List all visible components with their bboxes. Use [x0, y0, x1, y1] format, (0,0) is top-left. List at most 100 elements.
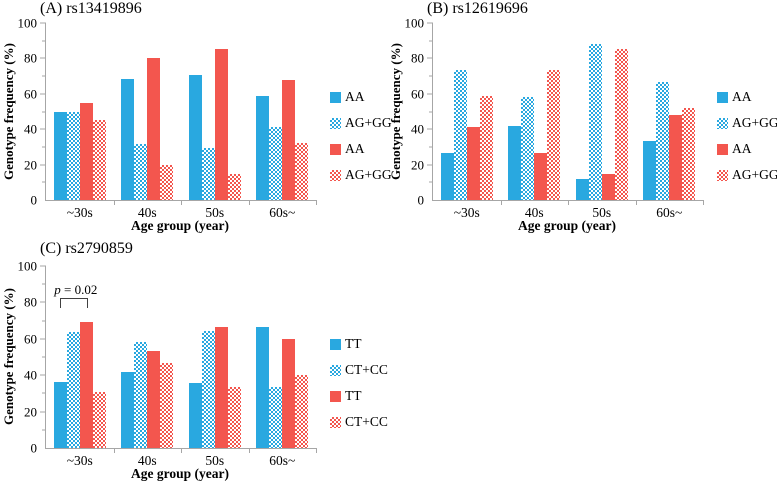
bar-blue-solid-tt [188, 383, 202, 448]
bar-red-solid-aa [601, 174, 615, 200]
bar-blue-hatched-ag-gg [134, 144, 148, 200]
bar-blue-solid-aa [575, 178, 589, 200]
bar-blue-hatched-ct-cc [66, 332, 80, 448]
x-boundary-tick [316, 448, 317, 453]
legend-label: CT+CC [345, 414, 388, 430]
p-value-rest: = 0.02 [60, 281, 98, 297]
panel-c: (C) rs2790859 Genotype frequency (%) 0 20… [0, 240, 390, 483]
bar-group-30s [46, 266, 114, 448]
legend-swatch-blue-hatched-icon [330, 364, 341, 376]
bar-blue-solid-aa [256, 96, 270, 200]
y-minor-tick [42, 429, 46, 431]
bar-blue-solid-aa [121, 78, 135, 200]
y-tick-label: 60 [411, 86, 424, 102]
legend-label: TT [345, 388, 362, 404]
significance-bracket [60, 297, 89, 308]
y-major-tick [40, 57, 46, 59]
x-axis-title: Age group (year) [131, 466, 229, 481]
legend-item-red-tt: TT [330, 387, 388, 405]
y-tick-label: 100 [404, 15, 425, 31]
y-major-tick [40, 411, 46, 413]
y-axis-title: Genotype frequency (%) [388, 43, 403, 180]
y-major-tick [40, 22, 46, 24]
legend-item-red-ag-gg: AG+GG [330, 166, 392, 184]
p-value-italic: p [54, 281, 61, 297]
y-minor-tick [42, 40, 46, 42]
x-category-label: 50s [592, 205, 612, 220]
legend-label: AA [732, 89, 752, 105]
legend-swatch-red-solid-icon [330, 143, 341, 155]
bar-blue-hatched-ag-gg [453, 69, 467, 200]
bar-group-50s [568, 23, 636, 200]
bar-group-30s [433, 23, 501, 200]
x-category-label: ~30s [66, 453, 93, 468]
y-major-tick [40, 338, 46, 340]
legend: TT CT+CC TT CT+CC [330, 335, 388, 439]
y-major-tick [427, 22, 433, 24]
legend-label: AA [345, 141, 365, 157]
y-tick-label: 20 [24, 157, 37, 173]
bar-red-solid-aa [147, 58, 161, 200]
legend-swatch-blue-solid-icon [330, 338, 341, 350]
y-minor-tick [429, 40, 433, 42]
legend-item-red-aa: AA [717, 140, 777, 158]
legend-label: TT [345, 336, 362, 352]
bar-group-60s [249, 23, 317, 200]
bar-blue-solid-aa [53, 111, 67, 200]
p-value-label: p = 0.02 [54, 283, 97, 296]
legend-swatch-red-hatched-icon [330, 169, 341, 181]
bar-red-hatched-ag-gg [160, 164, 174, 200]
x-boundary-tick [248, 200, 250, 205]
bar-red-hatched-ag-gg [682, 107, 696, 200]
y-tick-label: 100 [17, 258, 38, 274]
bar-blue-hatched-ag-gg [269, 126, 283, 200]
bar-blue-hatched-ag-gg [201, 147, 215, 200]
x-category-label: 50s [205, 453, 225, 468]
legend-label: AG+GG [345, 115, 392, 131]
x-boundary-tick [113, 448, 115, 453]
x-boundary-tick [568, 200, 569, 205]
y-minor-tick [429, 181, 433, 183]
bar-blue-solid-aa [508, 125, 522, 200]
bar-red-solid-aa [534, 153, 548, 200]
y-major-tick [40, 265, 46, 267]
bar-red-hatched-ct-cc [295, 375, 309, 448]
x-category-label: 40s [524, 205, 544, 220]
bar-blue-hatched-ct-cc [269, 387, 283, 448]
y-major-tick [427, 57, 433, 59]
plot-area: 0 20 40 60 80 100 ~30s 40s 50s 60s~ [18, 17, 317, 219]
y-major-tick [40, 374, 46, 376]
x-boundary-tick [248, 448, 250, 453]
y-minor-tick [42, 75, 46, 77]
bar-blue-hatched-ag-gg [66, 111, 80, 200]
bar-blue-hatched-ct-cc [201, 330, 215, 448]
x-category-label: 60s~ [656, 205, 683, 220]
y-minor-tick [42, 283, 46, 285]
legend-item-blue-ct-cc: CT+CC [330, 361, 388, 379]
y-tick-label: 80 [411, 50, 424, 66]
x-boundary-tick [635, 200, 637, 205]
y-major-tick [40, 164, 46, 166]
legend-item-blue-tt: TT [330, 335, 388, 353]
bar-red-hatched-ct-cc [227, 387, 241, 448]
legend-swatch-blue-hatched-icon [717, 117, 728, 129]
y-minor-tick [42, 392, 46, 394]
panel-title: (B) rs12619696 [427, 0, 528, 17]
bar-group-60s [636, 23, 704, 200]
bar-blue-solid-aa [440, 153, 454, 200]
panel-title: (A) rs13419896 [40, 0, 142, 17]
bar-red-solid-tt [147, 350, 161, 448]
plot-area: 0 20 40 60 80 100 ~30s 40s 50s 60s~ p = 0.02 [18, 260, 317, 467]
y-major-tick [427, 93, 433, 95]
bar-blue-hatched-ag-gg [588, 44, 602, 200]
bar-red-hatched-ct-cc [160, 363, 174, 448]
x-boundary-tick [181, 200, 182, 205]
y-tick-label: 80 [24, 50, 37, 66]
bar-red-hatched-ag-gg [614, 48, 628, 200]
x-boundary-tick [181, 448, 182, 453]
bar-blue-solid-tt [256, 326, 270, 448]
y-tick-label: 100 [17, 15, 38, 31]
y-minor-tick [429, 111, 433, 112]
bar-red-hatched-ag-gg [547, 69, 561, 200]
bar-blue-hatched-ag-gg [521, 97, 535, 200]
